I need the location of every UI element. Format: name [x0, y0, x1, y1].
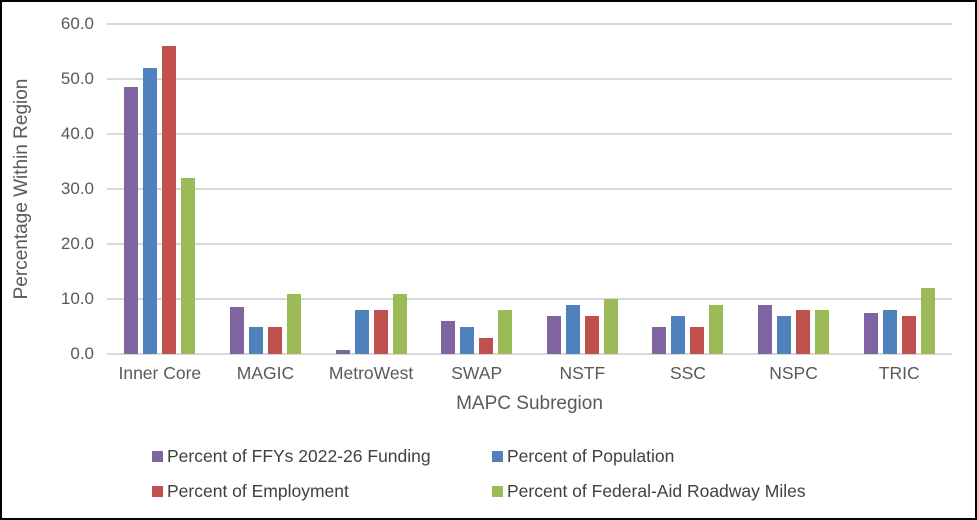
legend-label: Percent of FFYs 2022-26 Funding: [167, 445, 431, 466]
bar-percent-of-ffys-2022-26-funding-nstf: [546, 315, 561, 354]
legend-label: Percent of Population: [507, 445, 675, 466]
x-category-label-inner-core: Inner Core: [118, 363, 202, 383]
bar-percent-of-federal-aid-roadway-miles-magic: [286, 293, 301, 354]
gridline-20.0: [107, 243, 952, 245]
y-tick-label-30.0: 30.0: [60, 179, 94, 198]
bar-percent-of-employment-ssc: [690, 326, 705, 354]
bar-percent-of-population-nstf: [565, 304, 580, 354]
gridline-30.0: [107, 188, 952, 190]
bar-group-nstf: [530, 24, 636, 354]
bar-percent-of-population-metrowest: [354, 310, 369, 354]
x-category-label-nstf: NSTF: [559, 363, 606, 383]
bar-percent-of-employment-inner-core: [162, 46, 177, 354]
legend-marker-icon: [152, 485, 163, 497]
bar-percent-of-ffys-2022-26-funding-tric: [863, 312, 878, 354]
bar-percent-of-employment-tric: [901, 315, 916, 354]
y-tick-label-60.0: 60.0: [60, 14, 94, 33]
bar-percent-of-federal-aid-roadway-miles-swap: [498, 310, 513, 354]
x-category-label-ssc: SSC: [669, 363, 706, 383]
plot-area: [107, 23, 952, 355]
x-axis-title: MAPC Subregion: [456, 393, 603, 414]
x-axis-category-labels: Inner Core MAGIC MetroWest SWAP NSTF SSC NSPC T…: [107, 363, 952, 384]
y-tick-label-10.0: 10.0: [60, 289, 94, 308]
legend-marker-icon: [152, 450, 163, 462]
gridline-40.0: [107, 133, 952, 135]
bar-percent-of-ffys-2022-26-funding-nspc: [758, 304, 773, 354]
bar-percent-of-ffys-2022-26-funding-metrowest: [335, 350, 350, 354]
y-tick-label-0.0: 0.0: [70, 344, 94, 363]
bar-percent-of-population-magic: [248, 326, 263, 354]
x-category-label-nspc: NSPC: [769, 363, 818, 383]
bar-group-nspc: [741, 24, 847, 354]
gridline-50.0: [107, 78, 952, 80]
bar-percent-of-federal-aid-roadway-miles-nstf: [603, 299, 618, 354]
bar-group-swap: [424, 24, 530, 354]
bar-percent-of-federal-aid-roadway-miles-inner-core: [181, 178, 196, 354]
gridline-60.0: [107, 23, 952, 25]
bar-percent-of-employment-metrowest: [373, 310, 388, 354]
bar-percent-of-population-nspc: [777, 315, 792, 354]
bar-percent-of-federal-aid-roadway-miles-nspc: [815, 310, 830, 354]
bar-percent-of-employment-nstf: [584, 315, 599, 354]
x-category-label-magic: MAGIC: [236, 363, 295, 383]
x-category-label-metrowest: MetroWest: [328, 363, 414, 383]
bar-percent-of-ffys-2022-26-funding-ssc: [652, 326, 667, 354]
bar-groups: [107, 24, 952, 354]
legend-item-percent-of-federal-aid-roadway-miles: Percent of Federal-Aid Roadway Miles: [492, 481, 806, 501]
legend-marker-icon: [492, 450, 503, 462]
legend-label: Percent of Federal-Aid Roadway Miles: [507, 480, 806, 501]
bar-group-ssc: [635, 24, 741, 354]
bar-percent-of-ffys-2022-26-funding-swap: [441, 321, 456, 354]
bar-percent-of-population-ssc: [671, 315, 686, 354]
legend-item-percent-of-population: Percent of Population: [492, 446, 674, 466]
legend-item-percent-of-ffys-2022-26-funding: Percent of FFYs 2022-26 Funding: [152, 446, 431, 466]
bar-percent-of-population-inner-core: [143, 68, 158, 354]
legend-label: Percent of Employment: [167, 480, 349, 501]
bar-group-tric: [846, 24, 952, 354]
bar-percent-of-employment-nspc: [796, 310, 811, 354]
legend-marker-icon: [492, 485, 503, 497]
bar-group-magic: [213, 24, 319, 354]
bar-percent-of-employment-swap: [479, 337, 494, 354]
gridline-10.0: [107, 298, 952, 300]
x-category-label-tric: TRIC: [878, 363, 920, 383]
gridline-0.0: [107, 353, 952, 355]
bar-percent-of-federal-aid-roadway-miles-ssc: [709, 304, 724, 354]
bar-percent-of-employment-magic: [267, 326, 282, 354]
bar-group-metrowest: [318, 24, 424, 354]
bar-percent-of-population-swap: [460, 326, 475, 354]
y-tick-label-50.0: 50.0: [60, 69, 94, 88]
bar-group-inner-core: [107, 24, 213, 354]
bar-percent-of-federal-aid-roadway-miles-metrowest: [392, 293, 407, 354]
y-tick-label-40.0: 40.0: [60, 124, 94, 143]
bar-percent-of-federal-aid-roadway-miles-tric: [920, 288, 935, 354]
legend-item-percent-of-employment: Percent of Employment: [152, 481, 349, 501]
bar-percent-of-population-tric: [882, 310, 897, 354]
bar-percent-of-ffys-2022-26-funding-inner-core: [124, 87, 139, 354]
x-category-label-swap: SWAP: [451, 363, 503, 383]
y-tick-label-20.0: 20.0: [60, 234, 94, 253]
bar-percent-of-ffys-2022-26-funding-magic: [229, 307, 244, 354]
